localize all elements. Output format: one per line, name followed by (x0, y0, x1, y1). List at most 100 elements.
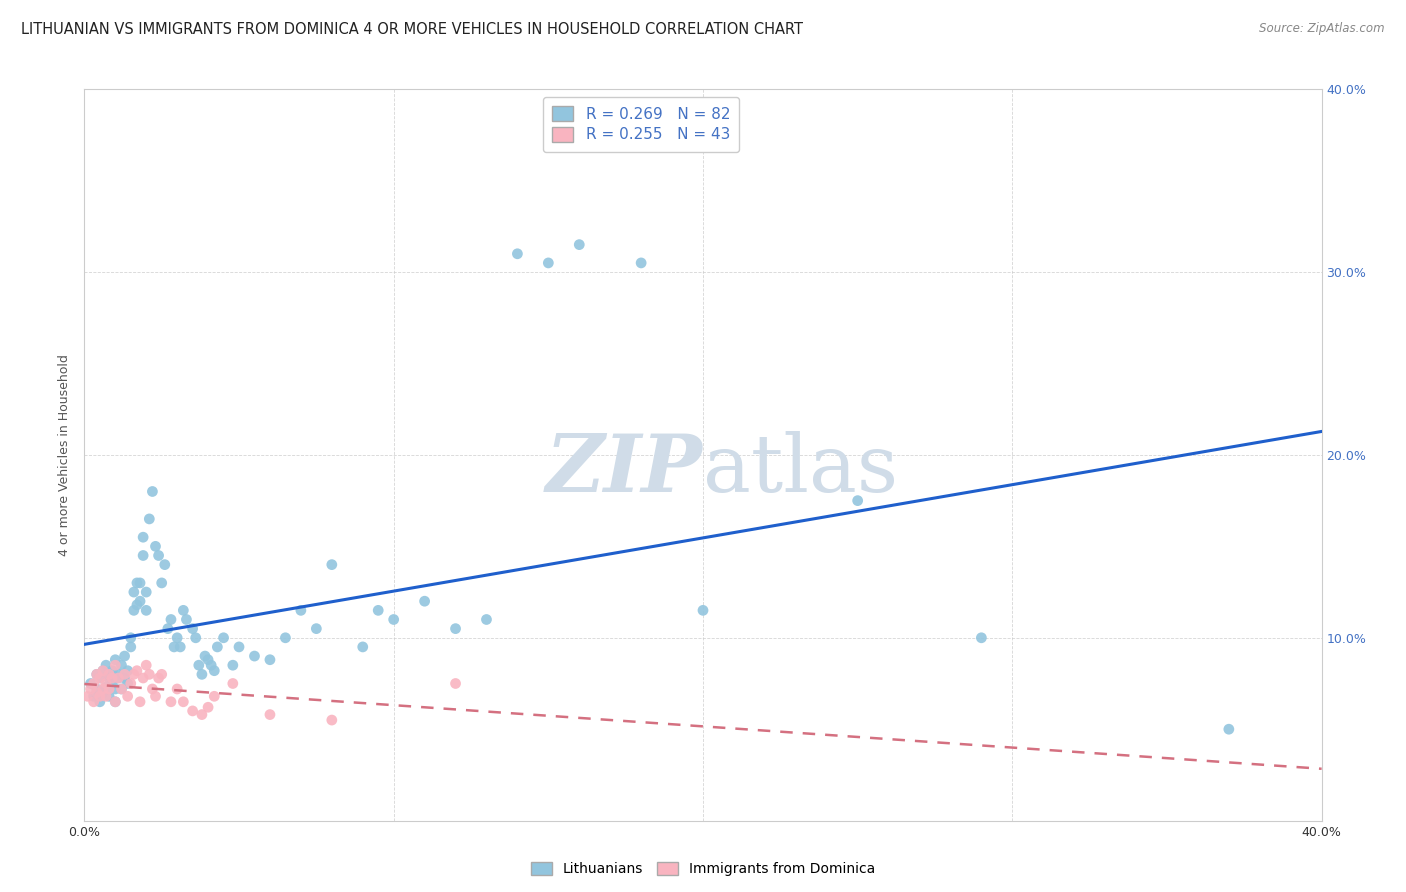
Point (89, 695, 111, 709)
Point (444, 622, 467, 636)
Point (110, 681, 132, 696)
Point (101, 664, 124, 678)
Point (537, 256, 560, 270)
Point (191, 707, 214, 722)
Point (207, 640, 229, 654)
Point (125, 576, 148, 591)
Point (104, 658, 127, 673)
Point (153, 558, 176, 572)
Point (114, 649, 136, 664)
Point (181, 704, 204, 718)
Legend: Lithuanians, Immigrants from Dominica: Lithuanians, Immigrants from Dominica (524, 855, 882, 883)
Point (187, 658, 209, 673)
Point (79, 681, 101, 696)
Point (148, 671, 170, 685)
Point (86, 667, 108, 681)
Point (101, 671, 124, 685)
Point (156, 622, 179, 636)
Point (382, 613, 405, 627)
Point (150, 667, 173, 681)
Point (176, 613, 198, 627)
Point (135, 658, 157, 673)
Point (202, 690, 225, 704)
Point (122, 603, 145, 617)
Point (259, 653, 281, 667)
Point (138, 667, 160, 681)
Point (197, 700, 219, 714)
Point (172, 603, 194, 617)
Point (145, 539, 167, 553)
Point (86, 681, 108, 696)
Point (117, 676, 139, 690)
Point (104, 695, 127, 709)
Point (107, 671, 129, 685)
Point (413, 594, 436, 608)
Point (135, 603, 157, 617)
Point (191, 667, 214, 681)
Point (202, 664, 225, 678)
Point (148, 549, 170, 563)
Point (91, 681, 114, 696)
Point (129, 695, 152, 709)
Point (91, 664, 114, 678)
Point (166, 631, 188, 645)
Point (98, 667, 121, 681)
Point (125, 664, 148, 678)
Point (120, 676, 142, 690)
Text: atlas: atlas (703, 431, 898, 508)
Point (290, 603, 312, 617)
Point (141, 681, 163, 696)
Point (1218, 723, 1240, 737)
Point (222, 676, 245, 690)
Point (132, 549, 155, 563)
Point (122, 585, 145, 599)
Point (107, 671, 129, 685)
Text: LITHUANIAN VS IMMIGRANTS FROM DOMINICA 4 OR MORE VEHICLES IN HOUSEHOLD CORRELATI: LITHUANIAN VS IMMIGRANTS FROM DOMINICA 4… (21, 22, 803, 37)
Point (321, 558, 343, 572)
Point (122, 667, 145, 681)
Point (83, 676, 105, 690)
Point (200, 658, 222, 673)
Point (367, 603, 389, 617)
Point (222, 658, 245, 673)
Point (181, 622, 204, 636)
Point (846, 493, 869, 508)
Point (94, 690, 117, 704)
Point (98, 690, 121, 704)
Y-axis label: 4 or more Vehicles in Household: 4 or more Vehicles in Household (58, 354, 72, 556)
Point (692, 603, 714, 617)
Point (163, 640, 186, 654)
Point (91, 685, 114, 699)
Point (274, 631, 297, 645)
Point (212, 631, 235, 645)
Point (114, 671, 136, 685)
Point (145, 690, 167, 704)
Point (135, 585, 157, 599)
Point (89, 671, 111, 685)
Point (94, 658, 117, 673)
Point (160, 613, 183, 627)
Point (89, 671, 111, 685)
Point (138, 512, 160, 526)
Point (117, 690, 139, 704)
Point (132, 530, 155, 544)
Point (94, 676, 117, 690)
Point (141, 484, 163, 499)
Point (132, 671, 155, 685)
Point (98, 681, 121, 696)
Point (444, 676, 467, 690)
Point (94, 680, 117, 694)
Point (506, 246, 529, 260)
Point (110, 681, 132, 696)
Point (305, 622, 328, 636)
Point (243, 649, 266, 664)
Point (83, 695, 105, 709)
Point (970, 631, 993, 645)
Point (630, 256, 652, 270)
Point (259, 707, 281, 722)
Point (568, 237, 591, 252)
Point (117, 664, 139, 678)
Point (475, 613, 498, 627)
Point (89, 690, 111, 704)
Point (160, 695, 183, 709)
